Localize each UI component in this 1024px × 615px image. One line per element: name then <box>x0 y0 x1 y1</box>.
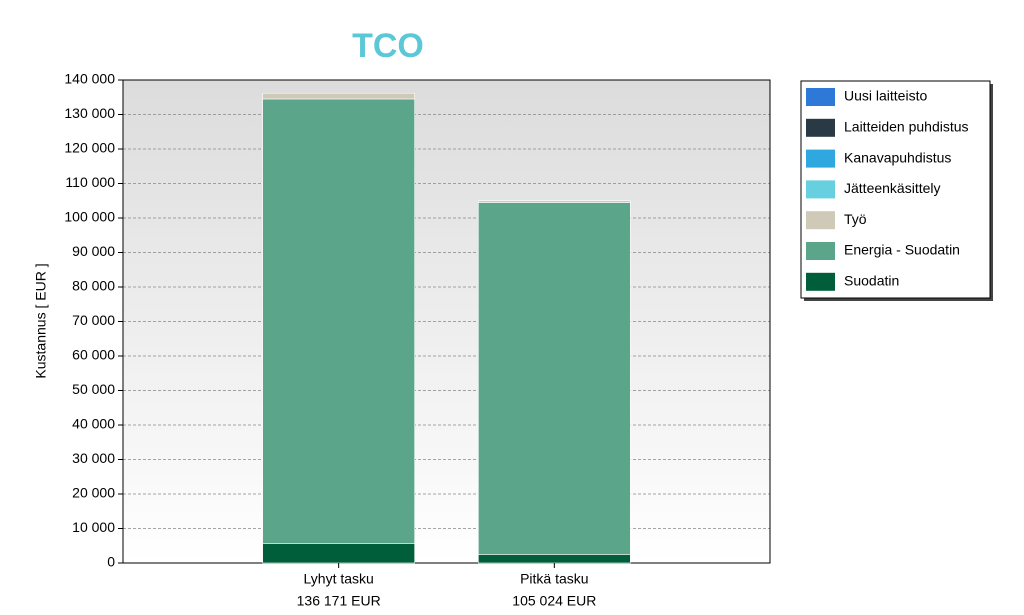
x-tick-label: Lyhyt tasku <box>304 571 374 587</box>
legend-swatch <box>806 118 835 137</box>
legend-swatch <box>806 242 835 260</box>
y-tick-label: 70 000 <box>72 312 115 328</box>
y-tick-label: 100 000 <box>64 209 115 225</box>
category-total: 105 024 EUR <box>512 593 596 609</box>
bar-segment <box>478 554 631 564</box>
legend-label: Jätteenkäsittely <box>844 180 941 196</box>
legend-label: Laitteiden puhdistus <box>844 119 969 135</box>
y-tick-label: 110 000 <box>65 174 115 190</box>
legend-label: Suodatin <box>844 273 899 289</box>
y-tick-label: 90 000 <box>72 243 115 259</box>
y-tick-label: 20 000 <box>72 485 115 501</box>
plot-frame <box>122 79 771 564</box>
legend-label: Työ <box>844 211 867 227</box>
y-tick-label: 80 000 <box>72 278 115 294</box>
legend-label: Energia - Suodatin <box>844 242 960 258</box>
x-tick-label: Pitkä tasku <box>520 571 588 587</box>
y-tick-label: 10 000 <box>72 519 115 535</box>
bar-segment <box>262 92 415 100</box>
legend-swatch <box>806 180 835 199</box>
y-tick-label: 30 000 <box>72 450 115 466</box>
bar-segment <box>478 202 631 555</box>
legend-swatch <box>806 211 835 230</box>
y-tick-label: 120 000 <box>64 140 115 156</box>
y-axis-label: Kustannus [ EUR ] <box>33 263 49 378</box>
legend-label: Kanavapuhdistus <box>844 149 951 165</box>
category-total: 136 171 EUR <box>297 593 381 609</box>
y-tick-label: 0 <box>107 554 115 570</box>
bar-segment <box>262 98 415 544</box>
legend-swatch <box>806 272 835 291</box>
y-tick-label: 60 000 <box>72 347 115 363</box>
chart-title: TCO <box>352 27 424 65</box>
y-tick-label: 140 000 <box>64 71 115 87</box>
y-tick-label: 50 000 <box>72 381 115 397</box>
legend-label: Uusi laitteisto <box>844 88 927 104</box>
y-tick-label: 40 000 <box>72 416 115 432</box>
bar-segment <box>262 543 415 564</box>
legend-swatch <box>806 88 835 106</box>
bar-segment <box>478 200 631 203</box>
legend-swatch <box>806 149 835 168</box>
y-tick-label: 130 000 <box>64 105 115 121</box>
